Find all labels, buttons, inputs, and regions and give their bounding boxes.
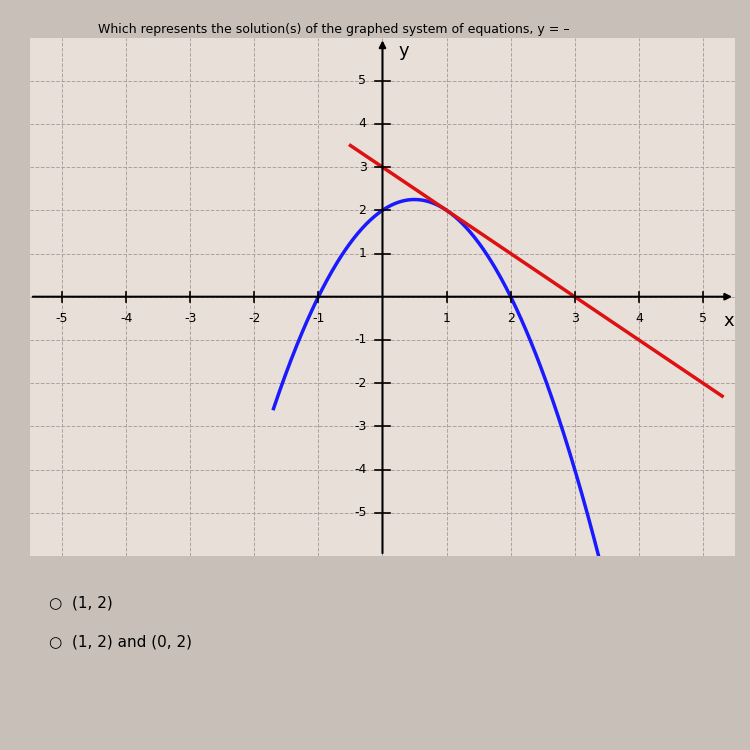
Text: Which represents the solution(s) of the graphed system of equations, y = –: Which represents the solution(s) of the … <box>98 22 569 35</box>
Text: -1: -1 <box>312 312 325 325</box>
Text: 1: 1 <box>358 247 367 260</box>
Text: 3: 3 <box>358 160 367 173</box>
Text: -2: -2 <box>248 312 260 325</box>
Text: ○  (1, 2): ○ (1, 2) <box>50 596 113 610</box>
Text: 1: 1 <box>442 312 451 325</box>
Text: 2: 2 <box>507 312 515 325</box>
Text: ○  (1, 2) and (0, 2): ○ (1, 2) and (0, 2) <box>50 634 192 650</box>
Text: -2: -2 <box>354 376 367 390</box>
Text: 5: 5 <box>699 312 707 325</box>
Text: -3: -3 <box>354 420 367 433</box>
Text: -4: -4 <box>354 463 367 476</box>
Text: -4: -4 <box>120 312 132 325</box>
Text: -5: -5 <box>354 506 367 519</box>
Text: 2: 2 <box>358 204 367 217</box>
Text: -1: -1 <box>354 334 367 346</box>
Text: -3: -3 <box>184 312 196 325</box>
Text: -5: -5 <box>56 312 68 325</box>
Text: x: x <box>723 312 734 330</box>
Text: y: y <box>398 42 410 60</box>
Text: 3: 3 <box>571 312 579 325</box>
Text: 5: 5 <box>358 74 367 87</box>
Text: 4: 4 <box>358 118 367 130</box>
Text: 4: 4 <box>635 312 643 325</box>
